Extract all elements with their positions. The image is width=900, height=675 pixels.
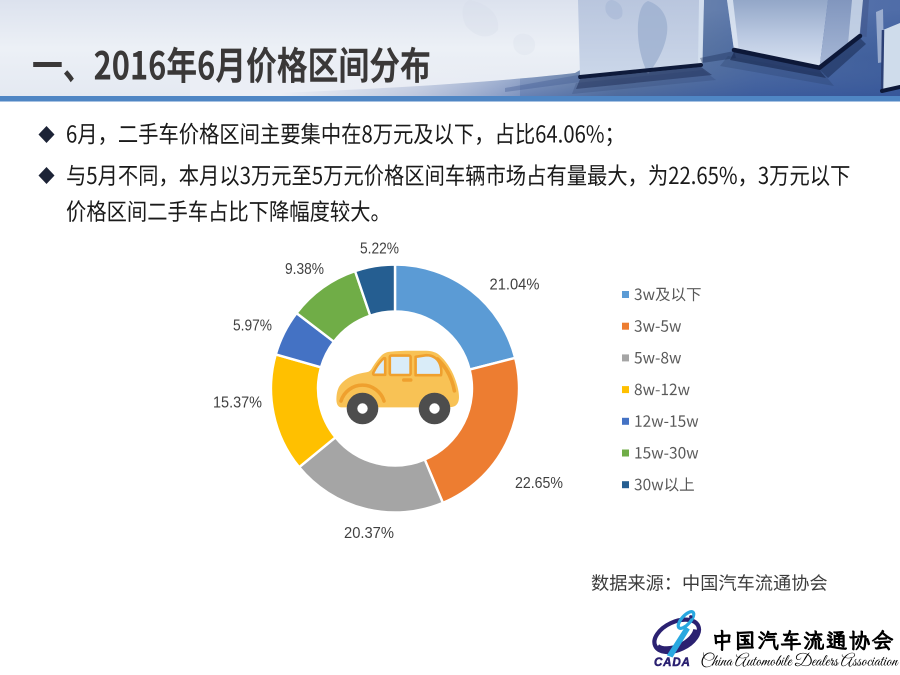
svg-text:20.37%: 20.37% xyxy=(344,525,394,542)
svg-text:5.97%: 5.97% xyxy=(233,317,272,334)
svg-text:9.38%: 9.38% xyxy=(285,261,324,278)
svg-text:21.04%: 21.04% xyxy=(490,276,540,293)
svg-text:CADA: CADA xyxy=(654,656,691,669)
svg-text:15.37%: 15.37% xyxy=(213,394,262,411)
svg-text:22.65%: 22.65% xyxy=(515,475,563,492)
svg-text:5.22%: 5.22% xyxy=(360,240,399,257)
